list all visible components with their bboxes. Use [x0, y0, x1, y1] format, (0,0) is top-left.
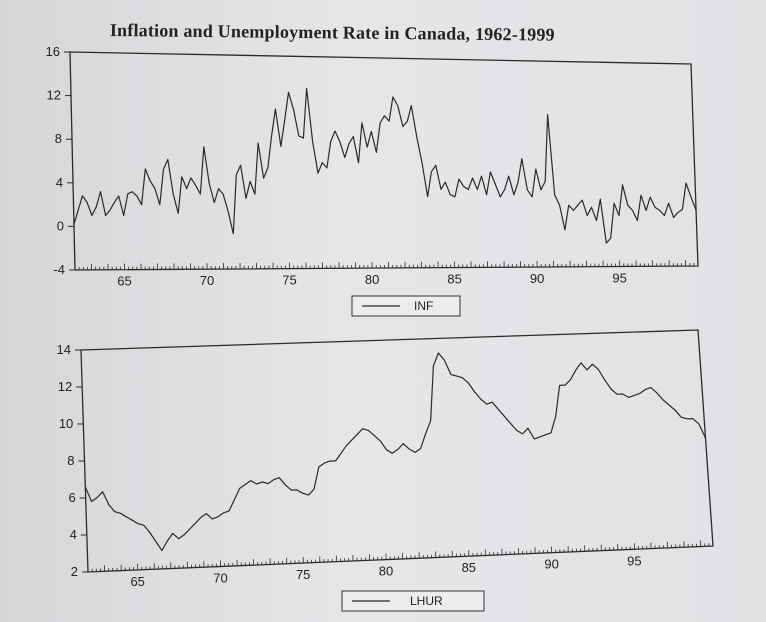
y-tick-label: 12	[58, 379, 72, 394]
x-tick-label: 65	[117, 274, 131, 289]
y-tick-label: 8	[55, 131, 62, 146]
x-tick-label: 90	[544, 557, 558, 572]
chart-panel-1: -4 0 4 8 12 16 65 70 75 80 85 90 95 INF	[46, 44, 699, 317]
y-tick-label: 6	[68, 490, 75, 505]
legend-box	[351, 295, 461, 317]
y-tick-label: 4	[70, 527, 77, 542]
x-tick-label: 65	[130, 574, 144, 589]
x-tick-label: 70	[200, 273, 214, 288]
legend-box	[341, 590, 485, 612]
x-tick-label: 85	[462, 560, 476, 575]
x-tick-label: 95	[627, 553, 641, 568]
y-tick-label: 10	[59, 416, 73, 431]
legend-label: LHUR	[410, 594, 443, 608]
y-tick-label: -4	[53, 262, 65, 277]
x-tick-label: 90	[530, 271, 544, 286]
y-tick-label: 2	[71, 564, 78, 579]
series-line-lhur	[84, 352, 707, 552]
x-tick-label: 75	[296, 567, 310, 582]
legend: LHUR	[341, 590, 485, 612]
legend: INF	[351, 295, 461, 317]
x-tick-label: 95	[612, 271, 626, 286]
y-tick-label: 12	[47, 88, 61, 103]
y-tick-label: 14	[57, 342, 71, 357]
legend-label: INF	[414, 299, 433, 313]
y-tick-label: 0	[57, 218, 64, 233]
x-tick-label: 75	[282, 273, 296, 288]
y-tick-label: 16	[46, 44, 60, 59]
x-tick-label: 85	[447, 272, 461, 287]
x-tick-label: 70	[213, 571, 227, 586]
plot-frame	[69, 51, 699, 271]
y-tick-label: 8	[67, 453, 74, 468]
chart-panel-2: 2 4 6 8 10 12 14 65 70 75 80 85 90 95 LHUR	[57, 329, 714, 612]
y-tick-label: 4	[56, 175, 63, 190]
x-tick-label: 80	[379, 564, 393, 579]
x-tick-label: 80	[365, 272, 379, 287]
series-line-inf	[73, 87, 697, 244]
